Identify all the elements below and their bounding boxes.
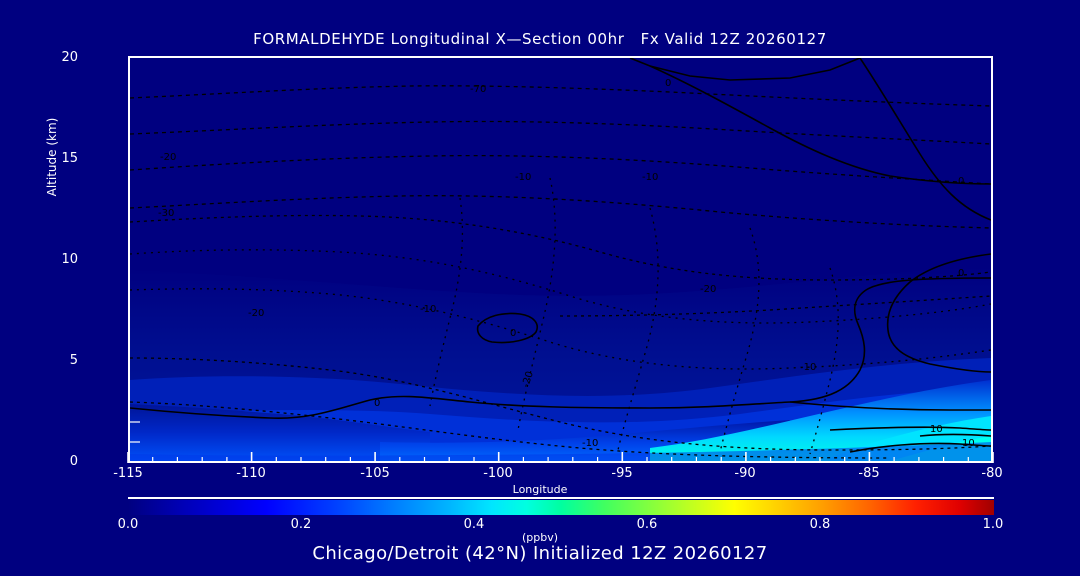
fill-surface-strip bbox=[130, 442, 991, 461]
label-pos10a: 10 bbox=[930, 424, 943, 435]
contour-neg50 bbox=[130, 154, 991, 185]
figure-caption: Chicago/Detroit (42°N) Initialized 12Z 2… bbox=[312, 543, 768, 564]
contour-zero-freezing-west bbox=[130, 395, 791, 420]
colorbar-tick-3: 0.6 bbox=[636, 517, 658, 532]
label-zero-a: 0 bbox=[374, 398, 380, 409]
label-neg10e: -10 bbox=[582, 438, 598, 449]
plot-canvas: -70 -20 -30 -10 -10 -20 -10 -20 -10 -20 … bbox=[130, 58, 991, 461]
x-tick-n110: -110 bbox=[236, 466, 266, 481]
contour-neg20-upper bbox=[130, 249, 991, 324]
x-axis-label: Longitude bbox=[512, 483, 568, 496]
contour-pos10-surface bbox=[849, 442, 991, 453]
field-render: -70 -20 -30 -10 -10 -20 -10 -20 -10 -20 … bbox=[130, 58, 991, 461]
label-zero-e: 0 bbox=[958, 268, 964, 279]
fill-west-bl bbox=[130, 404, 430, 461]
contour-neg10-surface bbox=[130, 401, 891, 459]
contour-neg60 bbox=[130, 120, 991, 145]
y-axis-label: Altitude (km) bbox=[45, 117, 59, 197]
contour-zero-cell bbox=[476, 312, 538, 344]
label-neg70: -70 bbox=[470, 84, 486, 95]
label-neg20c: -20 bbox=[700, 284, 716, 295]
contour-zero-freezing-east bbox=[789, 401, 991, 411]
plot-area: -70 -20 -30 -10 -10 -20 -10 -20 -10 -20 … bbox=[128, 56, 993, 463]
y-tick-15: 15 bbox=[61, 151, 78, 166]
colorbar-tick-1: 0.2 bbox=[290, 517, 312, 532]
contour-zero-strat-c bbox=[859, 58, 991, 221]
contour-intrusion-c bbox=[617, 207, 659, 451]
label-pos10b: 10 bbox=[962, 438, 975, 449]
y-tick-5: 5 bbox=[69, 353, 78, 368]
label-neg20d: -20 bbox=[520, 370, 536, 389]
contour-neg40 bbox=[130, 195, 991, 229]
label-neg10d: -10 bbox=[800, 362, 816, 373]
x-tick-n90: -90 bbox=[734, 466, 756, 481]
contour-zero-strat-d bbox=[886, 253, 991, 373]
figure-title: FORMALDEHYDE Longitudinal X—Section 00hr… bbox=[253, 30, 827, 48]
y-tick-0: 0 bbox=[69, 454, 78, 469]
colorbar-tick-0: 0.0 bbox=[117, 517, 139, 532]
x-tick-n105: -105 bbox=[360, 466, 390, 481]
label-zero-b: 0 bbox=[510, 328, 516, 339]
label-neg30: -30 bbox=[158, 208, 174, 219]
contour-zero-strat-b bbox=[649, 65, 991, 185]
label-neg20a: -20 bbox=[160, 152, 176, 163]
colorbar-units: (ppbv) bbox=[521, 531, 559, 544]
contour-group-zero bbox=[130, 58, 991, 453]
label-neg10b: -10 bbox=[642, 172, 658, 183]
y-tick-10: 10 bbox=[61, 252, 78, 267]
label-zero-c: 0 bbox=[665, 78, 671, 89]
x-tick-n115: -115 bbox=[113, 466, 143, 481]
colorbar-tick-2: 0.4 bbox=[463, 517, 485, 532]
contour-neg30 bbox=[130, 214, 991, 281]
label-neg10a: -10 bbox=[515, 172, 531, 183]
contour-label-group: -70 -20 -30 -10 -10 -20 -10 -20 -10 -20 … bbox=[158, 78, 975, 449]
label-neg10c: -10 bbox=[420, 304, 436, 315]
contour-group-negative bbox=[130, 85, 991, 459]
x-tick-n100: -100 bbox=[483, 466, 513, 481]
label-zero-d: 0 bbox=[958, 176, 964, 187]
x-tick-n80: -80 bbox=[981, 466, 1003, 481]
contour-pos10-east bbox=[829, 426, 991, 431]
x-tick-n95: -95 bbox=[611, 466, 633, 481]
contour-intrusion-a bbox=[429, 197, 464, 407]
contour-zero-freezing-rise bbox=[789, 277, 991, 403]
y-tick-20: 20 bbox=[61, 50, 78, 65]
colorbar-tick-4: 0.8 bbox=[809, 517, 831, 532]
contour-neg10-lower bbox=[130, 357, 991, 451]
colorbar bbox=[128, 500, 994, 515]
colorbar-top-rule bbox=[128, 497, 994, 499]
contour-pos-small bbox=[919, 433, 991, 437]
x-tick-n85: -85 bbox=[858, 466, 880, 481]
contour-neg10-right bbox=[559, 295, 991, 317]
colorbar-tick-5: 1.0 bbox=[982, 517, 1004, 532]
contour-neg70 bbox=[130, 85, 991, 107]
label-neg20b: -20 bbox=[248, 308, 264, 319]
